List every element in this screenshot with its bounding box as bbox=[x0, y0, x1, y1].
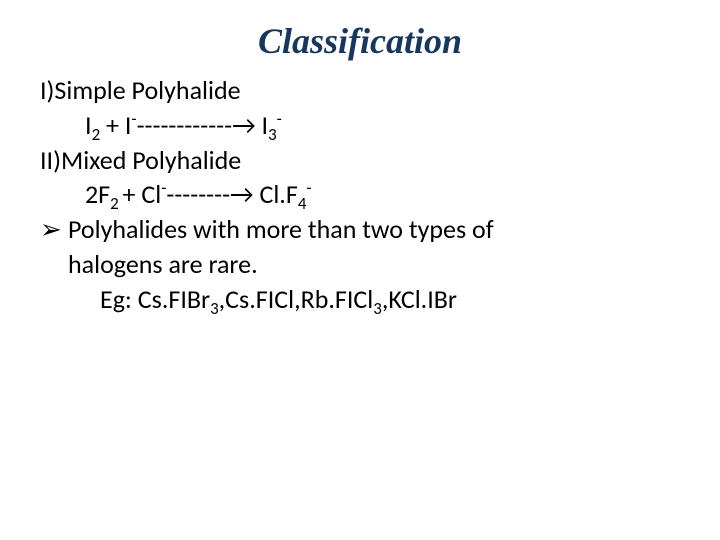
eg2: Cs.FICl, bbox=[225, 283, 300, 315]
eq2-plus: + Cl bbox=[123, 178, 162, 210]
eq1-product: I bbox=[256, 109, 268, 141]
eg-label: Eg: bbox=[100, 283, 138, 315]
line-simple-heading: I)Simple Polyhalide bbox=[40, 74, 680, 108]
eq2-product: Cl.F bbox=[254, 178, 298, 210]
line-mixed-heading: II)Mixed Polyhalide bbox=[40, 144, 680, 178]
eg1-sub: 3 bbox=[210, 298, 219, 319]
eg4: KCl.IBr bbox=[388, 283, 457, 315]
eq1-dashes: ------------ bbox=[137, 109, 233, 141]
eq2-arrow-icon: → bbox=[230, 178, 254, 210]
bullet-polyhalides: ➢ Polyhalides with more than two types o… bbox=[40, 213, 680, 247]
equation-1: I2 + I-------------→ I3- bbox=[40, 109, 680, 143]
bullet-polyhalides-cont: halogens are rare. bbox=[40, 248, 680, 282]
examples-line: Eg: Cs.FIBr3,Cs.FICl,Rb.FICl3,KCl.IBr bbox=[40, 283, 680, 317]
eg1: Cs.FIBr bbox=[138, 283, 210, 315]
slide-title: Classification bbox=[40, 20, 680, 62]
eq1-reactant1-sub: 2 bbox=[92, 124, 101, 145]
eq2-reactant1-sub: 2 bbox=[110, 194, 122, 215]
eq1-product-sub: 3 bbox=[268, 124, 277, 145]
eq2-product-sup: - bbox=[306, 178, 311, 199]
eq2-dashes: -------- bbox=[166, 178, 230, 210]
equation-2: 2F2 + Cl---------→ Cl.F4- bbox=[40, 178, 680, 212]
eq1-plus: + I bbox=[100, 109, 131, 141]
bullet-line2: halogens are rare. bbox=[68, 248, 258, 280]
eg3-sub: 3 bbox=[373, 298, 382, 319]
eq1-arrow-icon: → bbox=[232, 109, 256, 141]
eq2-reactant1: 2F bbox=[85, 178, 110, 210]
slide-body: I)Simple Polyhalide I2 + I-------------→… bbox=[40, 74, 680, 317]
bullet-line1: Polyhalides with more than two types of bbox=[68, 213, 494, 245]
eq1-product-sup: - bbox=[277, 108, 282, 129]
eg3: Rb.FICl bbox=[301, 283, 374, 315]
bullet-arrow-icon: ➢ bbox=[40, 213, 62, 247]
